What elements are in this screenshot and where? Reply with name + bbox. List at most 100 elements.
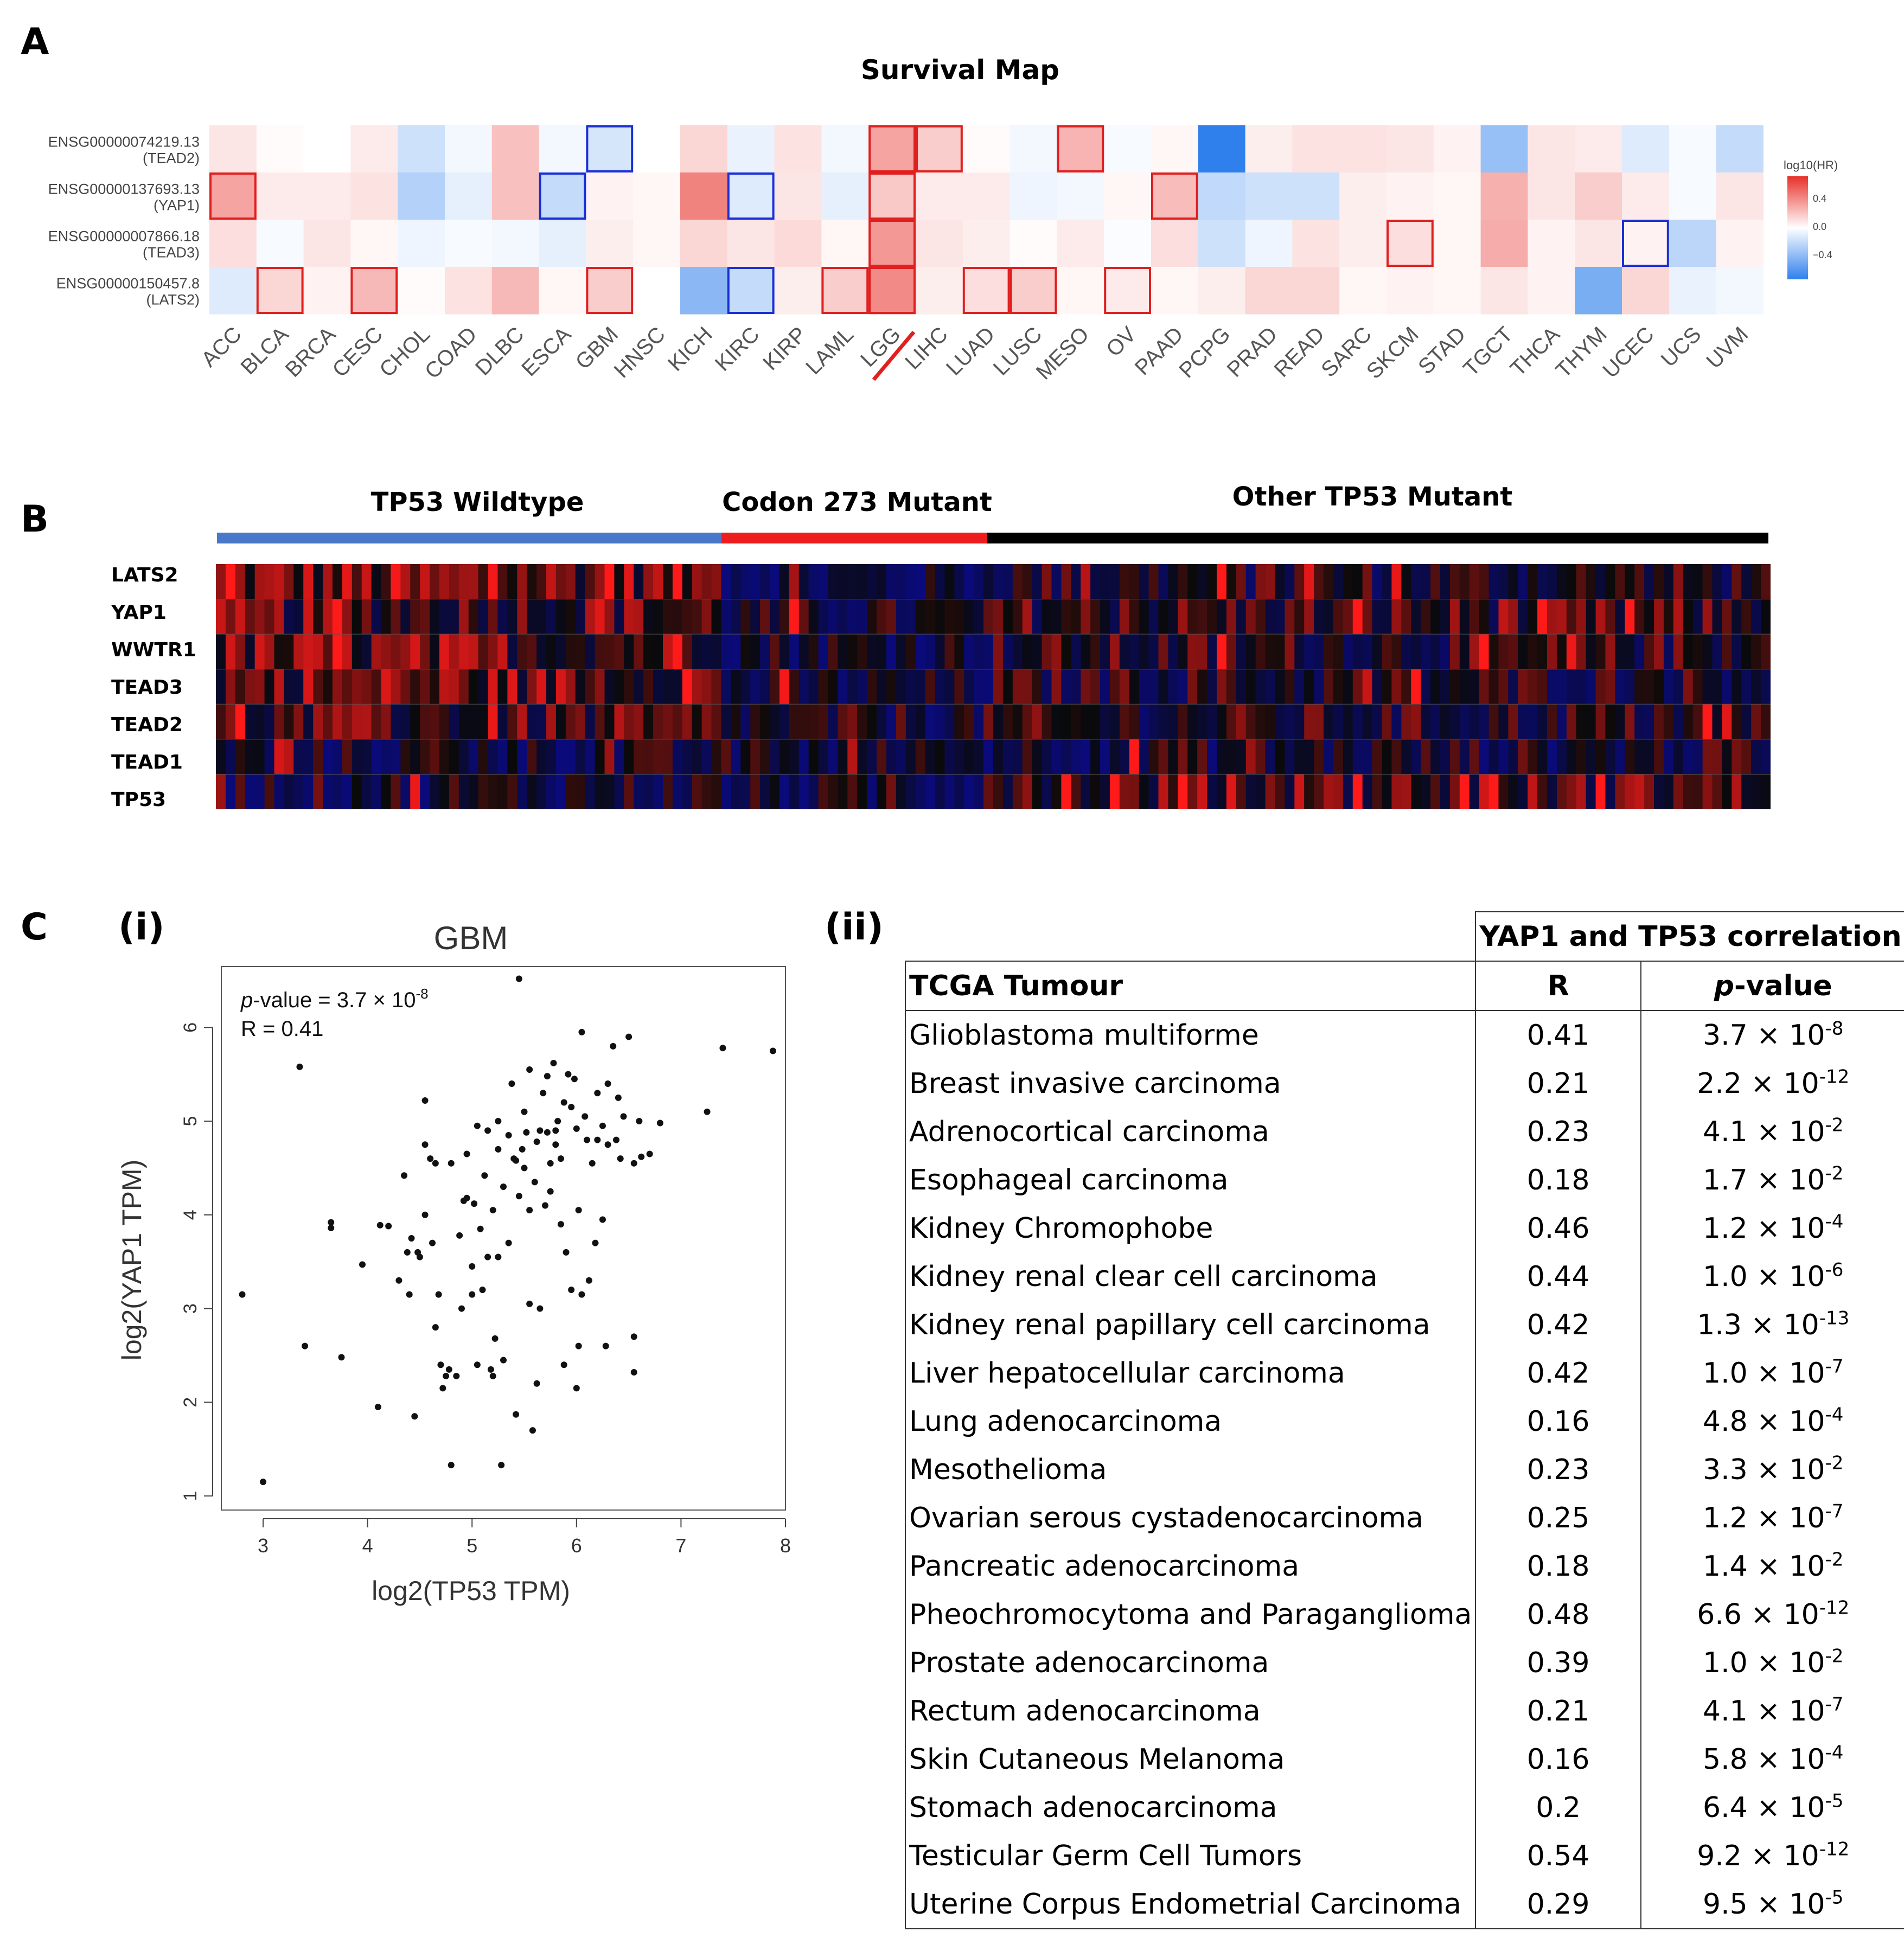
- column-label: SARC: [1317, 322, 1376, 382]
- expression-cell: [770, 634, 780, 670]
- survival-cell: [1198, 267, 1246, 315]
- column-label: KIRP: [758, 322, 811, 375]
- expression-cell: [332, 634, 343, 670]
- expression-cell: [838, 564, 848, 600]
- expression-cell: [1449, 704, 1460, 740]
- expression-cell: [400, 669, 411, 705]
- survival-cell: [1669, 172, 1717, 220]
- group-bar-wildtype: [217, 533, 721, 543]
- survival-cell: [1622, 172, 1670, 220]
- expression-cell: [1002, 599, 1013, 635]
- expression-cell: [1042, 634, 1052, 670]
- expression-cell: [527, 564, 537, 600]
- expression-cell: [1158, 634, 1169, 670]
- expression-cell: [1741, 669, 1752, 705]
- expression-cell: [838, 634, 848, 670]
- expression-cell: [692, 704, 702, 740]
- expression-cell: [1148, 739, 1159, 775]
- expression-cell: [274, 634, 284, 670]
- y-tick-label: 4: [180, 1210, 201, 1220]
- expression-cell: [1012, 739, 1023, 775]
- r-value-cell: 0.41: [1475, 1010, 1641, 1059]
- expression-cell: [1595, 669, 1606, 705]
- survival-cell: [539, 172, 586, 220]
- survival-cell: [1339, 125, 1387, 173]
- expression-cell: [1343, 669, 1353, 705]
- column-label: LAML: [801, 322, 858, 379]
- expression-cell: [546, 739, 557, 775]
- p-value-cell: 2.2 × 10-12: [1640, 1059, 1904, 1108]
- expression-cell: [575, 634, 586, 670]
- scatter-point: [429, 1239, 436, 1246]
- expression-cell: [653, 774, 663, 809]
- expression-cell: [458, 599, 469, 635]
- expression-cell: [1547, 599, 1557, 635]
- expression-cell: [1634, 739, 1645, 775]
- expression-cell: [964, 669, 974, 705]
- expression-cell: [1119, 774, 1130, 809]
- expression-cell: [1051, 774, 1062, 809]
- expression-cell: [1430, 704, 1441, 740]
- survival-cell: [1009, 125, 1057, 173]
- expression-cell: [1168, 669, 1178, 705]
- expression-cell: [1314, 774, 1324, 809]
- expression-cell: [449, 634, 459, 670]
- expression-cell: [1294, 739, 1305, 775]
- expression-cell: [1479, 774, 1490, 809]
- expression-cell: [245, 599, 255, 635]
- expression-cell: [1216, 669, 1227, 705]
- expression-cell: [1178, 669, 1188, 705]
- scatter-point: [602, 1342, 609, 1349]
- survival-cell: [1198, 220, 1246, 267]
- scatter-point: [515, 975, 522, 982]
- expression-cell: [1207, 599, 1217, 635]
- scatter-point: [630, 1160, 637, 1167]
- expression-cell: [974, 599, 984, 635]
- expression-cell: [1566, 774, 1577, 809]
- expression-cell: [585, 564, 596, 600]
- expression-cell: [546, 774, 557, 809]
- survival-cell: [1292, 267, 1340, 315]
- expression-cell: [1459, 564, 1470, 600]
- expression-cell: [1430, 739, 1441, 775]
- expression-cell: [1352, 704, 1363, 740]
- expression-cell: [944, 669, 955, 705]
- expression-cell: [1090, 704, 1101, 740]
- expression-cell: [1109, 564, 1120, 600]
- expression-cell: [1129, 669, 1140, 705]
- expression-cell: [1556, 599, 1567, 635]
- expression-cell: [1032, 599, 1043, 635]
- expression-cell: [1042, 564, 1052, 600]
- survival-cell: [1245, 267, 1293, 315]
- expression-cell: [1333, 564, 1344, 600]
- expression-cell: [361, 599, 372, 635]
- scatter-point: [500, 1183, 507, 1190]
- expression-cell: [1508, 599, 1518, 635]
- expression-cell: [381, 669, 392, 705]
- expression-cell: [1732, 599, 1742, 635]
- expression-cell: [643, 634, 654, 670]
- expression-cell: [828, 634, 838, 670]
- expression-cell: [1139, 704, 1149, 740]
- scatter-point: [615, 1094, 622, 1101]
- survival-cell: [633, 220, 681, 267]
- expression-cell: [1683, 599, 1694, 635]
- expression-cell: [1722, 599, 1732, 635]
- survival-cell: [774, 172, 822, 220]
- expression-cell: [1547, 739, 1557, 775]
- expression-cell: [1498, 739, 1509, 775]
- expression-cell: [1090, 634, 1101, 670]
- expression-cell: [1002, 669, 1013, 705]
- table-header-pvalue: p-value: [1640, 961, 1904, 1011]
- expression-cell: [517, 669, 527, 705]
- expression-cell: [1751, 599, 1761, 635]
- expression-cell: [546, 599, 557, 635]
- expression-cell: [1732, 704, 1742, 740]
- expression-cell: [1586, 634, 1596, 670]
- expression-cell: [983, 704, 994, 740]
- expression-cell: [1236, 704, 1247, 740]
- expression-cell: [1401, 634, 1411, 670]
- expression-cell: [867, 739, 877, 775]
- table-row: Kidney renal papillary cell carcinoma 0.4…: [904, 1301, 1904, 1349]
